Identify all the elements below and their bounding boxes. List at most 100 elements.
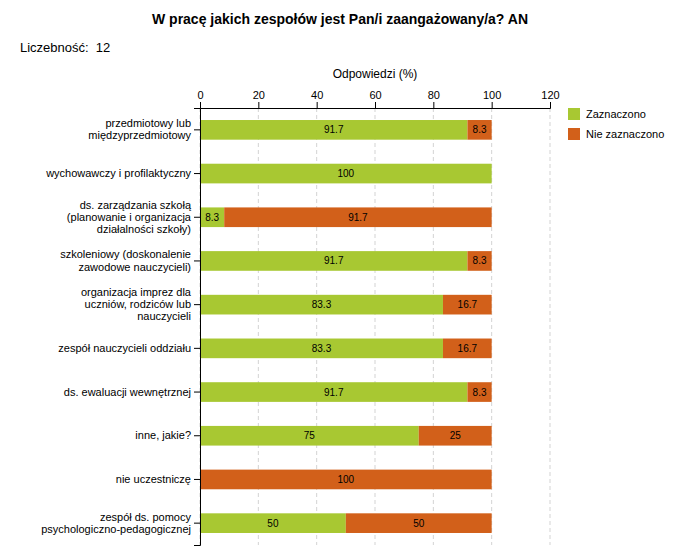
legend-swatch xyxy=(568,128,580,140)
y-tick-label: przedmiotowy lubmiędzyprzedmiotowy xyxy=(88,117,191,141)
data-labels: 91.71008.391.783.383.391.775508.391.78.3… xyxy=(205,124,487,528)
bar xyxy=(224,207,491,227)
x-tick-mark xyxy=(550,102,551,108)
y-tick-mark xyxy=(194,304,200,305)
y-tick: ds. zarządzania szkołą(planowanie i orga… xyxy=(67,199,200,235)
x-tick-mark xyxy=(492,102,493,108)
y-tick-label: nie uczestniczę xyxy=(116,473,191,485)
y-tick: wychowawczy i profilaktyczny xyxy=(45,167,200,179)
data-label: 75 xyxy=(304,430,316,441)
data-label: 83.3 xyxy=(312,299,332,310)
x-tick: 40 xyxy=(311,89,323,108)
x-tick: 80 xyxy=(428,89,440,108)
bar xyxy=(467,251,491,271)
y-tick-label-line: szkoleniowy (doskonalenie xyxy=(60,248,191,260)
x-tick: 120 xyxy=(541,89,559,108)
bar xyxy=(443,295,492,315)
y-tick-label-line: nauczycieli xyxy=(137,310,191,322)
y-tick: przedmiotowy lubmiędzyprzedmiotowy xyxy=(88,117,200,141)
y-tick-label: ds. ewaluacji wewnętrznej xyxy=(64,386,191,398)
y-tick-label: inne, jakie? xyxy=(135,429,191,441)
data-label: 100 xyxy=(337,168,354,179)
data-label: 50 xyxy=(267,518,279,529)
y-tick: ds. ewaluacji wewnętrznej xyxy=(64,386,200,398)
bar xyxy=(200,207,224,227)
chart-container: W pracę jakich zespołów jest Pan/i zaang… xyxy=(0,0,680,560)
x-tick: 0 xyxy=(197,89,203,108)
data-label: 25 xyxy=(450,430,462,441)
y-axis: przedmiotowy lubmiędzyprzedmiotowy wychow… xyxy=(41,109,200,546)
bar xyxy=(200,470,492,490)
subtitle: Liczebność: 12 xyxy=(20,40,110,55)
y-tick-mark xyxy=(194,217,200,218)
x-tick-mark xyxy=(375,102,376,108)
data-label: 16.7 xyxy=(458,299,478,310)
y-tick-label-line: uczniów, rodziców lub xyxy=(85,298,191,310)
bar xyxy=(200,513,346,533)
y-tick-mark xyxy=(194,129,200,130)
bar xyxy=(200,251,467,271)
y-tick-mark xyxy=(194,348,200,349)
y-tick-label: ds. zarządzania szkołą(planowanie i orga… xyxy=(67,199,192,235)
data-label: 8.3 xyxy=(473,255,487,266)
x-tick-mark xyxy=(317,102,318,108)
y-tick-mark xyxy=(194,479,200,480)
x-tick-label: 60 xyxy=(369,89,381,101)
y-tick-label-line: ds. zarządzania szkołą xyxy=(80,199,192,211)
data-label: 8.3 xyxy=(473,124,487,135)
y-tick-label: wychowawczy i profilaktyczny xyxy=(45,167,191,179)
x-tick-label: 120 xyxy=(541,89,559,101)
y-tick-label: organizacja imprez dlauczniów, rodziców … xyxy=(81,286,192,322)
x-tick-mark xyxy=(258,102,259,108)
y-tick-label-line: inne, jakie? xyxy=(135,429,191,441)
bar xyxy=(200,164,492,184)
y-tick: zespół nauczycieli oddziału xyxy=(58,342,200,354)
plot-area: 91.71008.391.783.383.391.775508.391.78.3… xyxy=(41,67,560,546)
y-tick-label-line: zespół nauczycieli oddziału xyxy=(58,342,191,354)
bar xyxy=(467,120,491,140)
y-tick-label: szkoleniowy (doskonaleniezawodowe nauczy… xyxy=(60,248,191,272)
x-tick: 20 xyxy=(253,89,265,108)
bar xyxy=(200,339,443,359)
y-axis-line xyxy=(194,109,201,546)
y-tick-label-line: przedmiotowy lub xyxy=(105,117,191,129)
y-tick-mark xyxy=(194,435,200,436)
data-label: 91.7 xyxy=(324,124,344,135)
grid-line xyxy=(550,108,551,545)
y-tick-mark xyxy=(194,392,200,393)
x-tick-label: 100 xyxy=(483,89,501,101)
y-tick-label-line: nie uczestniczę xyxy=(116,473,191,485)
y-tick-label-line: zespół ds. pomocy xyxy=(100,511,192,523)
x-tick: 100 xyxy=(483,89,501,108)
data-label: 83.3 xyxy=(312,343,332,354)
y-tick-mark xyxy=(194,523,200,524)
data-label: 8.3 xyxy=(205,212,219,223)
x-axis-line xyxy=(201,102,551,109)
data-label: 50 xyxy=(413,518,425,529)
y-tick-label-line: wychowawczy i profilaktyczny xyxy=(45,167,191,179)
data-label: 16.7 xyxy=(458,343,478,354)
y-tick: szkoleniowy (doskonaleniezawodowe nauczy… xyxy=(60,248,200,272)
x-tick: 60 xyxy=(369,89,381,108)
legend-label: Zaznaczono xyxy=(586,108,646,120)
data-label: 100 xyxy=(337,474,354,485)
legend: ZaznaczonoNie zaznaczono xyxy=(568,108,664,140)
y-tick-label: zespół ds. pomocypsychologiczno-pedagogi… xyxy=(41,511,191,535)
grid xyxy=(200,108,550,545)
y-tick-mark xyxy=(194,260,200,261)
y-tick-label: zespół nauczycieli oddziału xyxy=(58,342,191,354)
y-tick-label-line: (planowanie i organizacja xyxy=(67,211,192,223)
y-tick: organizacja imprez dlauczniów, rodziców … xyxy=(81,286,200,322)
bar xyxy=(346,513,492,533)
x-axis-title: Odpowiedzi (%) xyxy=(333,67,418,81)
title: W pracę jakich zespołów jest Pan/i zaang… xyxy=(152,11,528,27)
y-tick-label-line: ds. ewaluacji wewnętrznej xyxy=(64,386,191,398)
y-tick-label-line: międzyprzedmiotowy xyxy=(88,129,191,141)
x-tick-label: 80 xyxy=(428,89,440,101)
bar xyxy=(467,382,491,402)
data-label: 8.3 xyxy=(473,387,487,398)
x-tick-label: 20 xyxy=(253,89,265,101)
bar xyxy=(200,426,419,446)
x-tick-label: 40 xyxy=(311,89,323,101)
chart-svg: W pracę jakich zespołów jest Pan/i zaang… xyxy=(0,0,680,560)
